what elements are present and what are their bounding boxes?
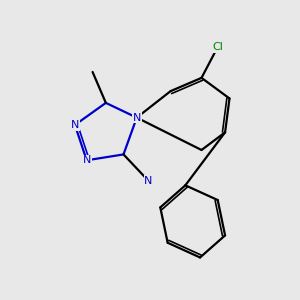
Text: Cl: Cl — [212, 42, 223, 52]
Text: N: N — [133, 112, 141, 123]
Text: N: N — [144, 176, 153, 186]
Text: N: N — [71, 120, 79, 130]
Text: N: N — [82, 155, 91, 165]
